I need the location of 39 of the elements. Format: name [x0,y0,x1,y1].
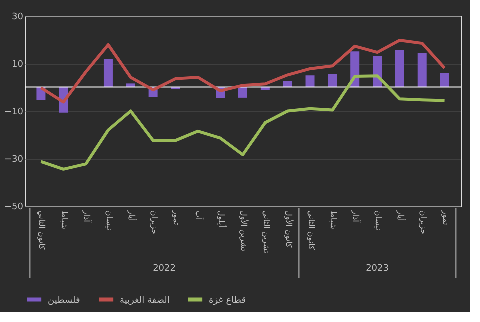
x-tick-label: شباط [329,210,338,230]
y-tick-label: 30 [12,12,24,22]
y-tick-label: −50 [4,202,24,212]
x-tick-label: كانون الأول [284,210,294,248]
bar [238,87,248,98]
x-tick-label: أيار [127,210,138,222]
line-series [40,74,446,171]
legend-label: فلسطين [48,296,80,306]
x-tick-label: نيسان [104,210,114,231]
x-tick-label: نيسان [374,210,384,231]
x-tick-label: آب [194,210,205,222]
bar [283,81,292,88]
bar [418,53,427,88]
bar [440,73,450,88]
x-tick-label: أيلول [217,210,228,228]
bar [104,59,113,88]
y-tick-label: 10 [12,60,24,70]
legend-label: قطاع غزة [209,296,246,306]
x-tick-label: أيار [396,210,406,222]
bar [395,50,404,88]
x-tick-label: تموز [172,210,182,226]
x-tick-label: كانون الثاني [306,210,316,250]
x-tick-label: كانون الثاني [38,210,47,250]
x-tick-label: شباط [60,210,70,230]
line-series [40,38,446,104]
legend-label: الضفة الغربية [120,296,170,306]
text: 2022 [153,264,176,274]
x-tick-label: حزيران [150,210,159,235]
x-tick-label: تموز [441,210,450,226]
x-tick-label: حزيران [418,210,428,235]
text: 2023 [366,264,389,274]
bar [328,74,338,88]
bar [306,76,315,88]
y-tick-label: −30 [4,155,24,165]
x-tick-label: آذار [352,210,362,224]
x-tick-label: تشرين الثاني [262,210,271,254]
y-tick-label: −10 [4,108,24,118]
x-tick-label: تشرين الأول [240,210,250,252]
x-tick-label: آذار [82,210,93,224]
